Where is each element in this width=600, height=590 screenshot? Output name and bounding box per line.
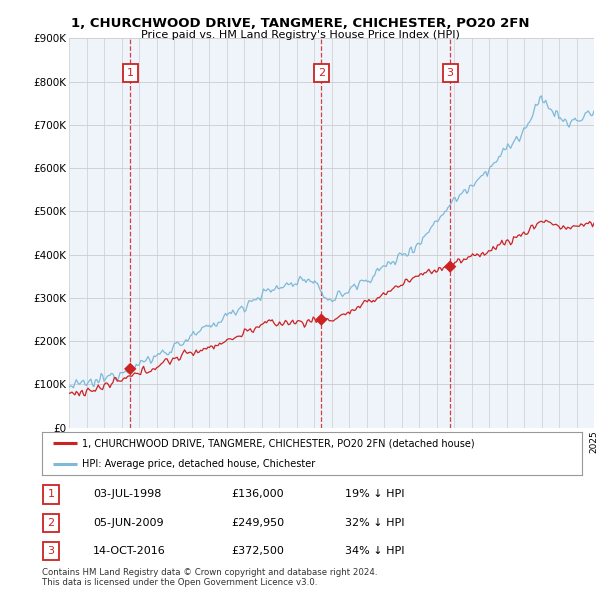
Text: 14-OCT-2016: 14-OCT-2016	[93, 546, 166, 556]
Text: 05-JUN-2009: 05-JUN-2009	[93, 518, 164, 527]
Text: 1, CHURCHWOOD DRIVE, TANGMERE, CHICHESTER, PO20 2FN: 1, CHURCHWOOD DRIVE, TANGMERE, CHICHESTE…	[71, 17, 529, 30]
Text: 1, CHURCHWOOD DRIVE, TANGMERE, CHICHESTER, PO20 2FN (detached house): 1, CHURCHWOOD DRIVE, TANGMERE, CHICHESTE…	[83, 438, 475, 448]
Text: 1: 1	[127, 68, 134, 78]
Text: 32% ↓ HPI: 32% ↓ HPI	[345, 518, 404, 527]
Text: 2: 2	[318, 68, 325, 78]
Text: Price paid vs. HM Land Registry's House Price Index (HPI): Price paid vs. HM Land Registry's House …	[140, 30, 460, 40]
Text: 3: 3	[446, 68, 454, 78]
Text: 3: 3	[47, 546, 55, 556]
Point	[317, 315, 326, 324]
Point	[125, 364, 135, 373]
Text: £136,000: £136,000	[231, 490, 284, 499]
Text: 34% ↓ HPI: 34% ↓ HPI	[345, 546, 404, 556]
Text: £372,500: £372,500	[231, 546, 284, 556]
Text: 03-JUL-1998: 03-JUL-1998	[93, 490, 161, 499]
Text: HPI: Average price, detached house, Chichester: HPI: Average price, detached house, Chic…	[83, 460, 316, 469]
Text: 2: 2	[47, 518, 55, 527]
Text: 19% ↓ HPI: 19% ↓ HPI	[345, 490, 404, 499]
Point	[445, 262, 455, 271]
Text: Contains HM Land Registry data © Crown copyright and database right 2024.
This d: Contains HM Land Registry data © Crown c…	[42, 568, 377, 587]
Text: £249,950: £249,950	[231, 518, 284, 527]
Text: 1: 1	[47, 490, 55, 499]
